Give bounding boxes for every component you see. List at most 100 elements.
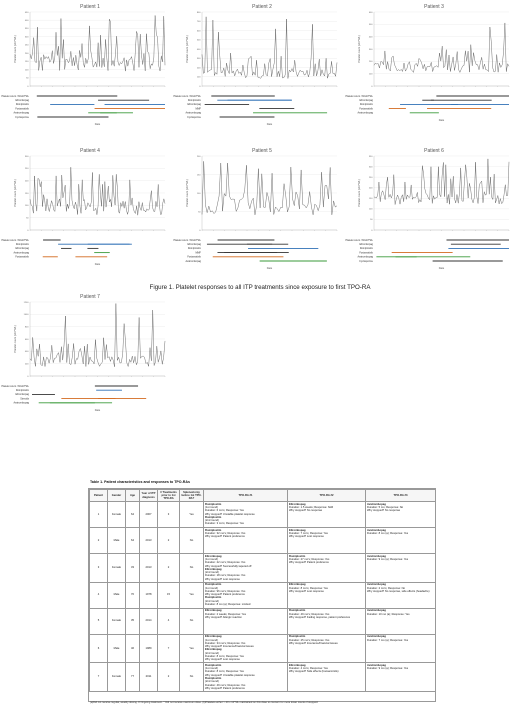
y-tick-label: 50: [370, 219, 373, 221]
timeline-label: Fostamatinib: [15, 107, 29, 110]
treatment-detail: Duration: 2 mo's; Response: No: [367, 586, 406, 590]
cell-patient: 2: [89, 527, 108, 555]
x-axis-label: Date: [439, 266, 445, 270]
column-header: Splenectomy before 1st TPO-RA?: [179, 488, 204, 503]
platelet-series-line: [201, 161, 338, 215]
tpo-ra-cell: Romiplostim (1st round) Duration: 96 mo's;…: [203, 581, 288, 609]
drug-name: Avatrombopag: [367, 609, 386, 613]
cell-year: 1978: [139, 581, 158, 609]
column-header: Patient: [89, 488, 108, 503]
x-axis-label: Date: [439, 118, 445, 122]
treatment-detail: Duration: 25 mo's; Response: Yes: [289, 638, 330, 642]
y-tick-label: 100: [197, 193, 201, 195]
timeline-label: Romiplostim: [16, 389, 29, 392]
timeline-label: Eltrombopag: [15, 99, 29, 102]
drug-name: Romiplostim: [205, 663, 222, 667]
chart-title: Patient 1: [80, 4, 100, 10]
cell-splen: No: [179, 662, 204, 692]
chart-svg: Patient 7 Platelet count (x10^9/L) 0 200 400…: [1, 294, 166, 412]
chart-patient-3: Patient 3 Platelet count (x10^9/L) 0 100 200…: [345, 2, 514, 137]
treatment-detail: Duration: 9 mo (a); Response: Yes: [367, 667, 409, 671]
treatment-detail: Duration: 7 mo's; Response: Yes: [289, 531, 328, 535]
y-tick-label: 1000: [24, 314, 30, 316]
drug-name: Avatrombopag: [367, 583, 386, 587]
cell-year: 1989: [139, 633, 158, 664]
treatment-detail: Duration: 96 mo's; Response: Yes: [205, 589, 246, 593]
timeline-label: Platelet count <30x10^9/L: [345, 95, 373, 98]
table-row: 3 Female 33 2013 2 No Eltrombopag (1st round) Du…: [89, 553, 436, 583]
table-row: 2 Male 64 2013 2 No Romiplostim Duration: 32 mo…: [89, 527, 436, 555]
x-axis-label: Date: [267, 266, 273, 270]
y-tick-label: 600: [25, 339, 29, 341]
drug-name: Eltrombopag: [205, 635, 222, 639]
chart-patient-4: Patient 4 Platelet count (x10^9/L) 0 50 100 1…: [1, 146, 170, 281]
treatment-detail: Why stopped? Patient preference: [289, 561, 329, 565]
drug-name: Eltrombopag: [289, 502, 306, 506]
chart-svg: Patient 5 Platelet count (x10^9/L) 0 50 100 1…: [173, 148, 338, 270]
table-row: 6 Male 46 1989 7 Yes Eltrombopag (1st round) Dur…: [89, 633, 436, 664]
cell-patient: 7: [89, 662, 108, 692]
drug-name: Eltrombopag: [289, 663, 306, 667]
treatment-detail: (2nd round): [205, 519, 219, 523]
treatment-detail: Duration: 8 mo's; Response: Yes: [205, 670, 244, 674]
tpo-ra-cell: Romiplostim Duration: 25 mo's; Response: …: [287, 633, 366, 664]
drug-name: Romiplostim: [205, 528, 222, 532]
drug-name: Romiplostim: [205, 596, 222, 600]
cell-gender: Male: [107, 633, 126, 664]
column-header: Gender: [107, 488, 126, 503]
treatment-detail: Why stopped? Patient preference: [205, 535, 245, 539]
treatment-detail: Duration: 6 mo's; Response: Yes: [205, 509, 244, 513]
y-tick-label: 1200: [24, 302, 30, 304]
treatment-detail: (2nd round): [205, 680, 219, 684]
tpo-ra-cell: Eltrombopag Duration: 8 mo's; Response: Y…: [287, 581, 366, 609]
y-tick-label: 200: [25, 53, 29, 55]
platelet-series-line: [29, 15, 166, 72]
timeline-label: Cyclosporine: [15, 116, 29, 119]
timeline-label: Avatrombopag: [185, 260, 201, 263]
y-tick-label: 0: [27, 230, 29, 232]
treatment-detail: Duration: 9 mo (a); Response: Yes: [367, 557, 409, 561]
cell-splen: Yes: [179, 633, 204, 664]
timeline-label: Avatrombopag: [357, 256, 373, 259]
timeline-label: MMF: [196, 251, 202, 254]
tpo-ra-cell: Romiplostim (1st round) Duration: 8 mo's; …: [203, 662, 288, 692]
cell-gender: Female: [107, 662, 126, 692]
treatment-detail: Duration: 8 mo (a); Response: Yes: [367, 531, 409, 535]
cell-prior: 4: [157, 607, 180, 635]
tpo-ra-cell: Eltrombopag (1st round) Duration: 22 mo's;…: [203, 553, 288, 583]
treatment-detail: Why stopped? No response, side effects (…: [367, 589, 430, 593]
tpo-ra-cell: Avatrombopag Duration: 9 mo (a); Response…: [365, 662, 436, 692]
cell-year: 2013: [139, 527, 158, 555]
tpo-ra-cell: Romiplostim Duration: 27 mo's; Response: …: [287, 553, 366, 583]
treatment-detail: Why stopped? Allergic reaction: [205, 615, 242, 619]
cell-gender: Female: [107, 553, 126, 583]
chart-title: Patient 6: [424, 148, 444, 154]
y-tick-label: 200: [197, 67, 201, 69]
y-tick-label: 200: [197, 156, 201, 158]
treatment-detail: Duration: 5 mo; Response: No: [367, 505, 404, 509]
chart-patient-1: Patient 1 Platelet count (x10^9/L) 0 50 100 1…: [1, 2, 170, 137]
table-header-row: Patient Gender Age Year of ITP diagnosis # T…: [89, 488, 436, 503]
patient-table: Patient Gender Age Year of ITP diagnosis # T…: [89, 488, 436, 692]
drug-name: Avatrombopag: [367, 554, 386, 558]
table-row: 5 Female 35 2014 4 No Eltrombopag Duration: 2 w…: [89, 607, 436, 635]
drug-name: Romiplostim: [205, 583, 222, 587]
chart-svg: Patient 3 Platelet count (x10^9/L) 0 100 200…: [345, 4, 510, 122]
timeline-label: Eltrombopag: [359, 99, 373, 102]
treatment-detail: (2nd round): [205, 571, 219, 575]
column-header: # Treatments prior to 1st TPO-RA: [157, 488, 180, 503]
cell-prior: 2: [157, 662, 180, 692]
drug-name: Romiplostim: [289, 609, 306, 613]
treatment-detail: (1st round): [205, 638, 218, 642]
y-tick-label: 150: [369, 198, 373, 200]
table-row: 7 Female 77 2011 2 No Romiplostim (1st round) Du…: [89, 662, 436, 692]
y-tick-label: 600: [369, 12, 373, 14]
y-tick-label: 500: [369, 24, 373, 26]
treatment-detail: (1st round): [205, 667, 218, 671]
tpo-ra-cell: Romiplostim (1st round) Duration: 6 mo's; …: [203, 501, 288, 529]
treatment-detail: Why stopped? Lost response: [205, 658, 240, 662]
cell-gender: Male: [107, 581, 126, 609]
cell-age: 64: [125, 527, 140, 555]
timeline-label: Fostamatinib: [187, 256, 201, 259]
column-header: TPO-RA #3: [365, 488, 436, 503]
